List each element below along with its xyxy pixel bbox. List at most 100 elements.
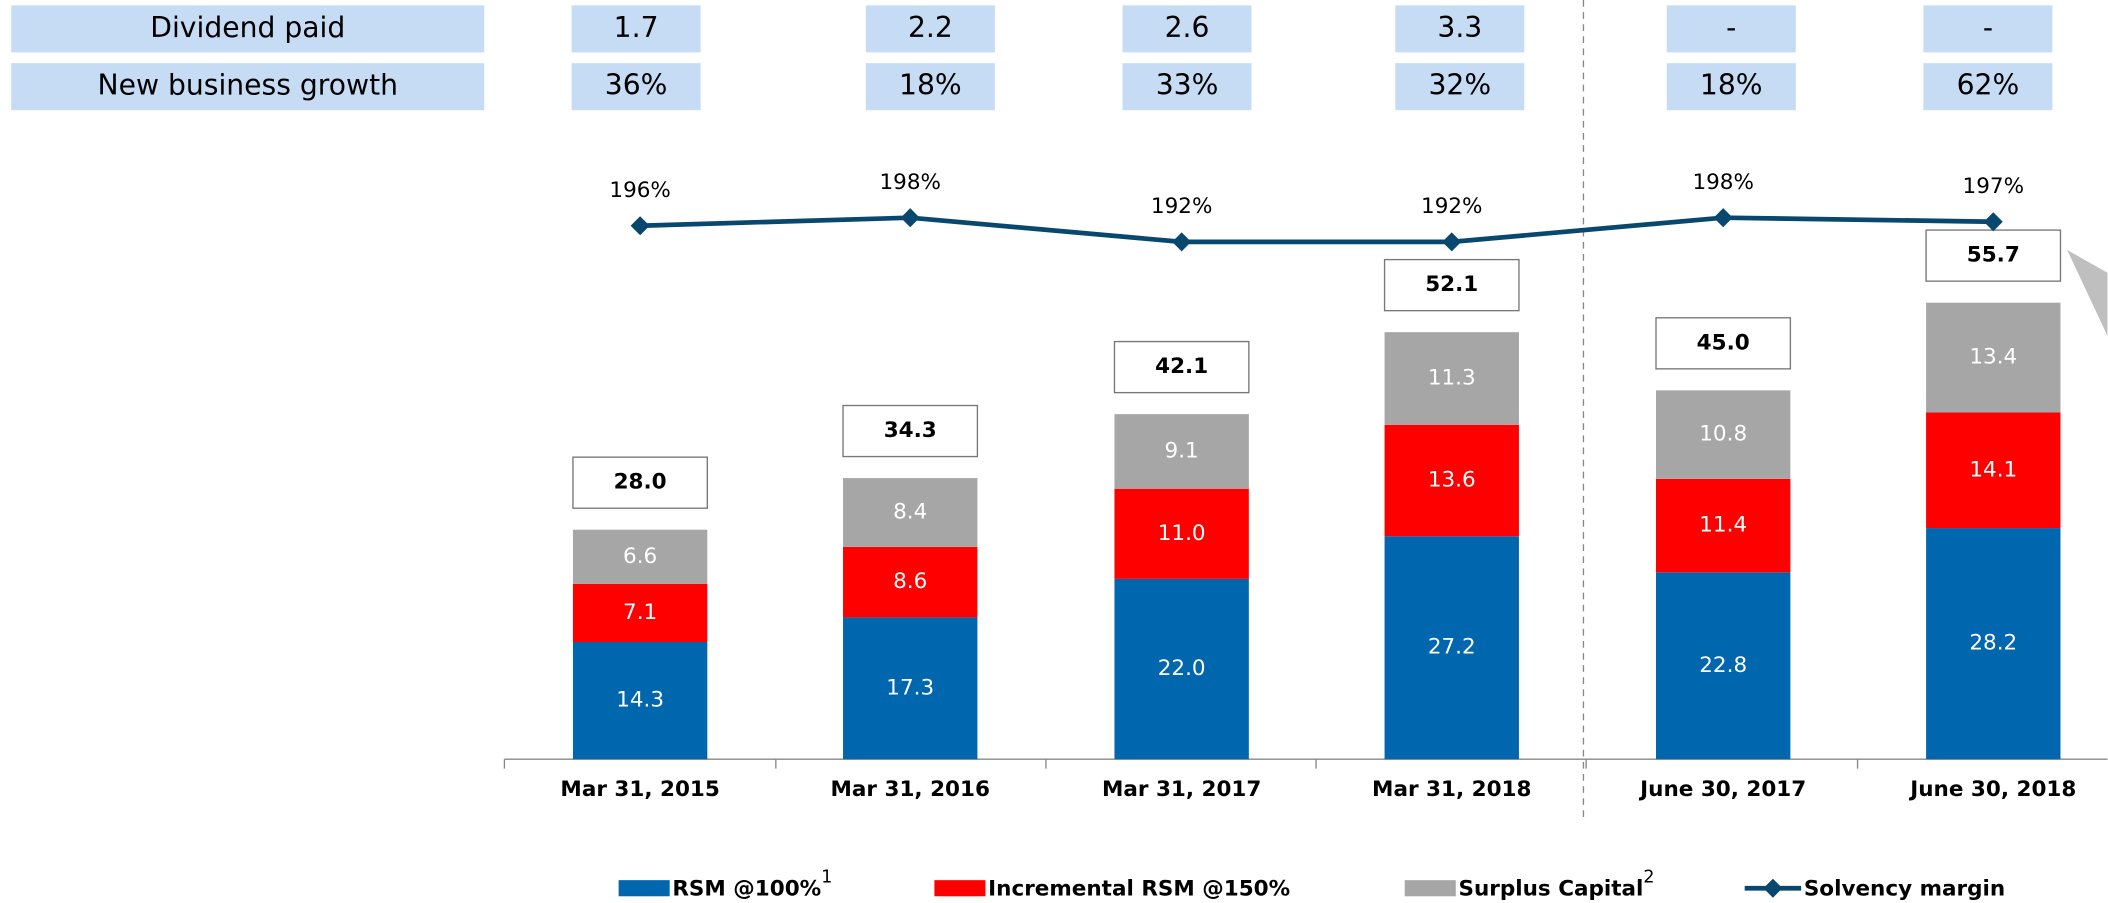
legend-name: Incremental RSM @150% — [988, 877, 1290, 902]
legend-swatch — [934, 880, 986, 897]
bar-value-label: 13.6 — [1428, 468, 1476, 493]
bar-segment — [1656, 390, 1791, 479]
bar-value-label: 14.1 — [1969, 457, 2017, 482]
bar-value-label: 28.2 — [1969, 631, 2017, 656]
bar-value-label: 9.1 — [1165, 438, 1199, 463]
total-label: 42.1 — [1155, 354, 1208, 379]
legend-name: Solvency margin — [1804, 877, 2005, 902]
bar-segment — [572, 583, 708, 643]
table-cell — [1923, 5, 2053, 53]
cell-text: 18% — [899, 69, 962, 102]
line-value-label: 197% — [1963, 174, 2024, 199]
bar-segment — [1926, 412, 2061, 529]
bar-value-label: 13.4 — [1969, 345, 2017, 370]
legend-note: 2 — [1643, 867, 1654, 887]
row-label: New business growth — [97, 69, 397, 102]
legend-name: Surplus Capital — [1458, 877, 1643, 902]
bar-value-label: 14.3 — [616, 688, 664, 713]
cell-text: - — [1726, 11, 1736, 44]
total-box — [1383, 258, 1520, 312]
line-value-label: 198% — [1692, 170, 1753, 195]
legend-label: Surplus Capital2 — [1458, 867, 1654, 901]
bar-segment — [1384, 332, 1519, 425]
total-box — [572, 456, 708, 509]
x-tick-label: Mar 31, 2015 — [560, 777, 719, 802]
cell-text: 62% — [1957, 69, 2020, 102]
bar-segment — [1114, 414, 1249, 489]
bar-value-label: 11.0 — [1158, 521, 1206, 546]
line-marker — [630, 216, 650, 236]
total-label: 28.0 — [614, 470, 667, 495]
line-series — [640, 215, 1994, 245]
table-cell — [1122, 5, 1252, 53]
bar-segment — [572, 529, 708, 584]
line-marker — [1172, 232, 1192, 252]
x-tick-label: June 30, 2017 — [1638, 777, 1806, 802]
bar-segment — [843, 546, 978, 618]
total-label: 34.3 — [884, 418, 937, 443]
bar-segment — [843, 478, 978, 547]
legend-label: Incremental RSM @150% — [988, 877, 1290, 902]
line-marker — [1442, 232, 1462, 252]
x-tick-label: Mar 31, 2018 — [1372, 777, 1531, 802]
line-value-label: 198% — [879, 170, 940, 195]
cell-text: 3.3 — [1437, 11, 1482, 44]
legend-note: 1 — [821, 867, 832, 887]
total-box — [1655, 317, 1792, 370]
bar-segment — [1656, 572, 1791, 760]
table-cell — [1395, 63, 1525, 111]
table-cell — [571, 5, 701, 53]
bar-segment — [1656, 478, 1791, 573]
bar-value-label: 11.4 — [1699, 513, 1747, 538]
bar-value-label: 8.4 — [893, 499, 927, 524]
bar-segment — [1114, 578, 1249, 760]
x-tick-label: June 30, 2018 — [1908, 777, 2076, 802]
total-box — [842, 404, 979, 458]
bar-value-label: 8.6 — [893, 569, 927, 594]
bar-segment — [1114, 488, 1249, 579]
table-cell — [1666, 63, 1796, 111]
table-cell — [865, 5, 995, 53]
cell-text: 2.2 — [908, 11, 953, 44]
bar-segment — [572, 642, 708, 760]
row-label-cell — [11, 63, 485, 111]
bar-segment — [1384, 424, 1519, 537]
table-cell — [1122, 63, 1252, 111]
row-label-cell — [11, 5, 485, 53]
bar-value-label: 22.8 — [1699, 653, 1747, 678]
total-label: 45.0 — [1697, 330, 1750, 355]
bar-segment — [1926, 528, 2061, 760]
cell-text: 2.6 — [1165, 11, 1210, 44]
line-marker — [1983, 212, 2003, 232]
total-box — [1113, 340, 1250, 394]
legend-swatch — [618, 880, 670, 897]
line-value-label: 192% — [1421, 194, 1482, 219]
bar-value-label: 11.3 — [1428, 365, 1476, 390]
bar-value-label: 17.3 — [886, 675, 934, 700]
legend-name: RSM @100% — [672, 877, 821, 902]
legend-marker — [1763, 878, 1783, 898]
row-label: Dividend paid — [150, 11, 345, 44]
bar-segment — [843, 617, 978, 760]
legend-swatch — [1404, 880, 1456, 897]
bar-value-label: 22.0 — [1158, 656, 1206, 681]
line-value-label: 192% — [1151, 194, 1212, 219]
bar-value-label: 27.2 — [1428, 635, 1476, 660]
total-label: 55.7 — [1967, 243, 2020, 268]
bar-value-label: 6.6 — [623, 544, 657, 569]
cell-text: 18% — [1700, 69, 1763, 102]
cell-text: 1.7 — [614, 11, 659, 44]
line-marker — [1713, 208, 1733, 228]
legend-label: RSM @100%1 — [672, 867, 832, 901]
table-cell — [1666, 5, 1796, 53]
bar-value-label: 10.8 — [1699, 422, 1747, 447]
table-cell — [571, 63, 701, 111]
callout-shape — [2067, 249, 2108, 336]
cell-text: 33% — [1156, 69, 1219, 102]
x-tick-label: Mar 31, 2016 — [831, 777, 990, 802]
legend-label: Solvency margin — [1804, 877, 2005, 902]
cell-text: 32% — [1428, 69, 1491, 102]
table-cell — [865, 63, 995, 111]
